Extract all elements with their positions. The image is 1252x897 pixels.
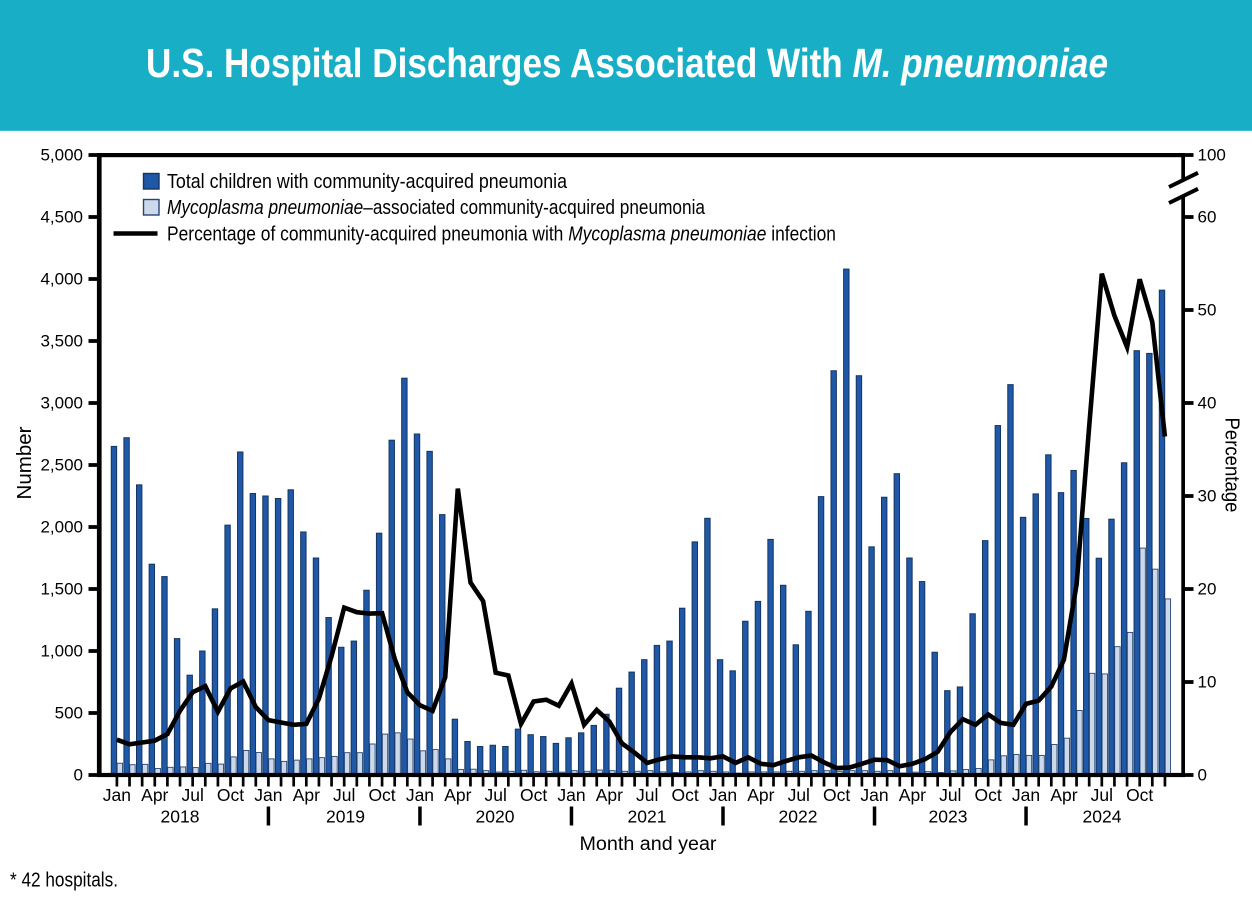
svg-text:0: 0 <box>74 766 83 785</box>
svg-text:Oct: Oct <box>823 785 850 805</box>
svg-text:Jul: Jul <box>788 785 810 805</box>
svg-text:4,500: 4,500 <box>40 208 83 227</box>
svg-text:Jan: Jan <box>406 785 434 805</box>
svg-text:Oct: Oct <box>520 785 547 805</box>
svg-text:Jan: Jan <box>254 785 282 805</box>
svg-text:500: 500 <box>55 704 83 723</box>
svg-text:1,000: 1,000 <box>40 642 83 661</box>
svg-text:Month and year: Month and year <box>580 833 717 855</box>
svg-text:Percentage of community-acquir: Percentage of community-acquired pneumon… <box>167 223 836 246</box>
svg-text:* 42 hospitals.: * 42 hospitals. <box>10 870 118 892</box>
svg-text:1,500: 1,500 <box>40 580 83 599</box>
svg-text:Jul: Jul <box>333 785 355 805</box>
svg-text:30: 30 <box>1198 487 1217 506</box>
svg-text:3,500: 3,500 <box>40 332 83 351</box>
svg-text:Percentage: Percentage <box>1220 418 1243 513</box>
svg-text:Apr: Apr <box>141 785 168 805</box>
svg-text:Jan: Jan <box>1012 785 1040 805</box>
svg-text:Jan: Jan <box>860 785 888 805</box>
svg-text:Apr: Apr <box>596 785 623 805</box>
svg-text:Apr: Apr <box>899 785 926 805</box>
svg-text:0: 0 <box>1198 766 1207 785</box>
svg-text:Jan: Jan <box>103 785 131 805</box>
svg-text:40: 40 <box>1198 394 1217 413</box>
svg-text:Apr: Apr <box>1050 785 1077 805</box>
svg-text:Apr: Apr <box>293 785 320 805</box>
svg-text:60: 60 <box>1198 208 1217 227</box>
svg-text:10: 10 <box>1198 673 1217 692</box>
svg-text:Jul: Jul <box>485 785 507 805</box>
svg-text:Apr: Apr <box>444 785 471 805</box>
svg-text:20: 20 <box>1198 580 1217 599</box>
svg-text:2018: 2018 <box>161 807 200 827</box>
svg-text:2,500: 2,500 <box>40 456 83 475</box>
svg-text:4,000: 4,000 <box>40 270 83 289</box>
svg-text:Jul: Jul <box>636 785 658 805</box>
svg-text:Jan: Jan <box>557 785 585 805</box>
svg-text:U.S. Hospital Discharges Assoc: U.S. Hospital Discharges Associated With… <box>146 40 1108 86</box>
svg-text:2022: 2022 <box>779 807 818 827</box>
svg-text:Oct: Oct <box>1126 785 1153 805</box>
svg-text:5,000: 5,000 <box>40 146 83 165</box>
svg-text:2,000: 2,000 <box>40 518 83 537</box>
svg-text:Apr: Apr <box>747 785 774 805</box>
svg-text:Oct: Oct <box>672 785 699 805</box>
svg-text:Oct: Oct <box>217 785 244 805</box>
svg-text:2021: 2021 <box>628 807 667 827</box>
svg-text:Jan: Jan <box>709 785 737 805</box>
svg-text:Jul: Jul <box>181 785 203 805</box>
svg-text:3,000: 3,000 <box>40 394 83 413</box>
svg-text:2019: 2019 <box>326 807 365 827</box>
svg-text:100: 100 <box>1198 146 1226 165</box>
svg-text:Oct: Oct <box>975 785 1002 805</box>
svg-text:Number: Number <box>13 426 36 499</box>
svg-text:2020: 2020 <box>476 807 515 827</box>
svg-text:Oct: Oct <box>368 785 395 805</box>
svg-text:2023: 2023 <box>929 807 968 827</box>
svg-text:Jul: Jul <box>1091 785 1113 805</box>
svg-text:50: 50 <box>1198 301 1217 320</box>
svg-text:Mycoplasma pneumoniae–associat: Mycoplasma pneumoniae–associated communi… <box>167 196 705 219</box>
svg-text:Total children with community-: Total children with community-acquired p… <box>167 170 568 193</box>
svg-text:Jul: Jul <box>939 785 961 805</box>
svg-text:2024: 2024 <box>1083 807 1122 827</box>
